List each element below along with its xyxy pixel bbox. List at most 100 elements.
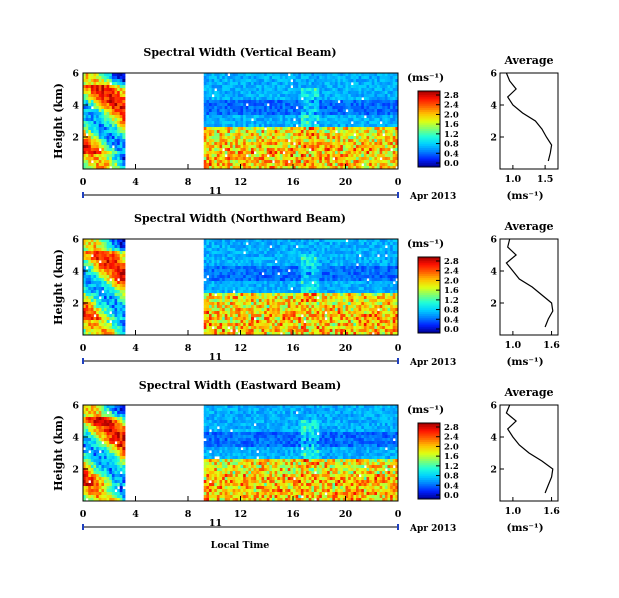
average-line [505,404,554,494]
colorbar-tick-label: 0.4 [444,315,459,325]
x-tick-label: 12 [234,509,247,520]
colorbar-tick-label: 1.2 [444,130,459,140]
date-line [82,524,399,530]
x-tick-label: 8 [185,177,192,188]
average-line [505,238,554,328]
colorbar-tick-label: 0.0 [444,159,459,169]
average-profile: 6 4 2 1.0 1.5 [490,69,559,185]
y-ticks: 6 4 2 [72,69,88,144]
x-tick-label: 12 [234,177,247,188]
date-line [82,358,399,364]
colorbar-tick-label: 1.2 [444,462,459,472]
colorbar-tick-label: 0.4 [444,149,459,159]
x-tick-label: 8 [185,509,192,520]
x-ticks: 0 4 8 12 16 20 0 [80,330,402,354]
x-tick-label: 0 [80,177,87,188]
y-axis-label: Height (km) [52,249,65,325]
average-title: Average [503,386,553,399]
colorbar-tick-label: 0.0 [444,491,459,501]
colorbar-tick-label: 0.8 [444,306,459,316]
average-title: Average [503,54,553,67]
colorbar-unit: (ms⁻¹) [407,72,444,84]
colorbar-tick-label: 2.0 [444,276,459,286]
date-day: 11 [209,186,222,197]
x-ticks: 0 4 8 12 16 20 0 [80,496,402,520]
x-tick-label: 20 [339,343,353,354]
y-tick-label: 6 [72,235,79,246]
x-tick-label: 4 [132,509,139,520]
y-tick-label: 2 [72,465,79,476]
date-month: Apr 2013 [409,524,456,534]
average-y-tick-label: 6 [490,401,497,412]
average-x-tick-label: 1.0 [505,340,522,351]
x-tick-label: 16 [286,343,300,354]
colorbar-tick-label: 0.4 [444,481,459,491]
colorbar-tick-label: 1.6 [444,286,459,296]
x-tick-label: 20 [339,509,353,520]
average-y-tick-label: 6 [490,69,497,80]
average-y-tick-label: 4 [490,433,497,444]
x-axis-label: Local Time [211,540,270,551]
average-profile: 6 4 2 1.0 1.6 [490,401,560,518]
y-ticks: 6 4 2 [72,401,88,476]
colorbar-tick-label: 2.0 [444,110,459,120]
average-x-label: (ms⁻¹) [506,522,543,534]
x-tick-label: 0 [395,343,402,354]
average-title: Average [503,220,553,233]
panel-eastward-beam: Spectral Width (Eastward Beam) 6 4 2 0 4 8 12… [52,379,560,534]
colorbar-tick-label: 1.6 [444,120,459,130]
colorbar-tick-label: 0.8 [444,472,459,482]
y-tick-label: 4 [72,267,79,278]
x-tick-label: 20 [339,177,353,188]
colorbar-tick-label: 1.6 [444,452,459,462]
average-profile: 6 4 2 1.0 1.6 [490,235,560,352]
colorbar-tick-label: 2.8 [444,423,459,433]
colorbar-tick-label: 1.2 [444,296,459,306]
y-tick-label: 4 [72,433,79,444]
y-tick-label: 4 [72,101,79,112]
x-tick-label: 0 [395,177,402,188]
average-x-tick-label: 1.0 [505,174,522,185]
average-y-tick-label: 6 [490,235,497,246]
average-y-tick-label: 2 [490,465,497,476]
panel-title: Spectral Width (Eastward Beam) [139,379,341,392]
x-tick-label: 16 [286,509,300,520]
x-tick-label: 16 [286,177,300,188]
x-tick-label: 8 [185,343,192,354]
y-tick-label: 2 [72,133,79,144]
colorbar-tick-label: 2.4 [444,101,459,111]
y-tick-label: 6 [72,69,79,80]
colorbar-tick-label: 0.8 [444,140,459,150]
y-axis-label: Height (km) [52,83,65,159]
y-axis-label: Height (km) [52,415,65,491]
x-tick-label: 4 [132,343,139,354]
colorbar-tick-label: 2.0 [444,442,459,452]
x-tick-label: 0 [80,343,87,354]
x-ticks: 0 4 8 12 16 20 0 [80,164,402,188]
average-x-label: (ms⁻¹) [506,190,543,202]
colorbar-unit: (ms⁻¹) [407,238,444,250]
average-x-tick-label: 1.6 [543,506,560,517]
colorbar: 2.82.42.01.61.20.80.40.0 [417,256,459,335]
heatmap [83,405,399,502]
colorbar-tick-label: 2.8 [444,91,459,101]
colorbar-unit: (ms⁻¹) [407,404,444,416]
y-tick-label: 2 [72,299,79,310]
colorbar-tick-label: 2.4 [444,433,459,443]
y-ticks: 6 4 2 [72,235,88,310]
date-day: 11 [209,352,222,363]
panel-title: Spectral Width (Northward Beam) [134,212,346,225]
average-x-label: (ms⁻¹) [506,356,543,368]
date-month: Apr 2013 [409,358,456,368]
x-tick-label: 4 [132,177,139,188]
colorbar-tick-label: 2.8 [444,257,459,267]
panel-northward-beam: Spectral Width (Northward Beam) 6 4 2 0 4 8 1… [52,212,560,368]
date-line [82,192,399,198]
average-y-tick-label: 4 [490,267,497,278]
average-x-tick-label: 1.0 [505,506,522,517]
x-tick-label: 0 [395,509,402,520]
average-y-tick-label: 4 [490,101,497,112]
y-tick-label: 6 [72,401,79,412]
average-y-tick-label: 2 [490,299,497,310]
